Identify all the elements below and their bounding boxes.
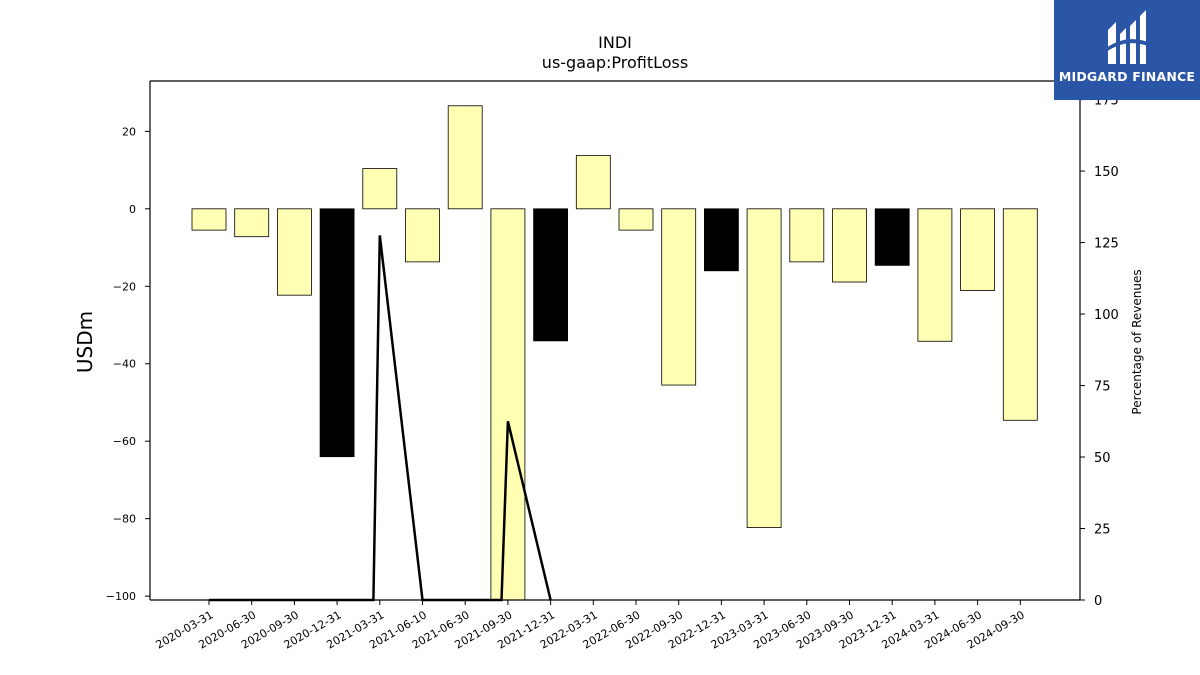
y2-tick-label: 125 — [1094, 237, 1119, 252]
bar — [960, 208, 995, 291]
y2-tick-label: 0 — [1094, 594, 1102, 609]
bar — [575, 154, 611, 210]
chart-subtitle: us-gaap:ProfitLoss — [542, 53, 688, 72]
y2-tick-label: 25 — [1094, 523, 1111, 538]
axes-layer: 200−20−40−60−80−100 025507510012515017520… — [106, 80, 1119, 652]
bar — [319, 208, 355, 458]
y2-tick-label: 50 — [1094, 451, 1111, 466]
bar — [362, 168, 398, 210]
bar — [276, 208, 312, 296]
bars-layer — [191, 105, 1038, 601]
bar — [874, 208, 910, 266]
bar — [832, 208, 867, 283]
bar — [405, 208, 440, 263]
midgard-logo-icon — [1106, 10, 1148, 64]
bar — [447, 105, 483, 210]
y-axis-label: USDm — [73, 311, 97, 373]
bar — [661, 208, 697, 386]
y2-tick-label: 75 — [1094, 380, 1111, 395]
y-tick-label: −40 — [113, 358, 136, 371]
bar — [704, 208, 739, 272]
brand-name: MIDGARD FINANCE — [1058, 69, 1196, 84]
bar — [234, 208, 270, 238]
y-tick-label: −20 — [113, 280, 136, 293]
bar — [191, 208, 227, 231]
bar — [917, 208, 953, 342]
y-tick-label: −60 — [113, 435, 136, 448]
bar — [746, 208, 782, 528]
bar — [618, 208, 654, 231]
y2-tick-label: 150 — [1094, 165, 1119, 180]
y2-axis-label: Percentage of Revenues — [1130, 269, 1144, 414]
brand-logo: MIDGARD FINANCE — [1054, 0, 1200, 100]
y-tick-label: 0 — [129, 203, 136, 216]
y-tick-label: 20 — [122, 125, 136, 138]
chart-title: INDI — [598, 33, 632, 52]
bar — [789, 208, 825, 263]
y-tick-label: −100 — [106, 590, 136, 603]
y2-tick-label: 100 — [1094, 308, 1119, 323]
bar — [533, 208, 568, 342]
bar — [490, 208, 526, 601]
bar — [1002, 208, 1038, 421]
y-tick-label: −80 — [113, 513, 136, 526]
